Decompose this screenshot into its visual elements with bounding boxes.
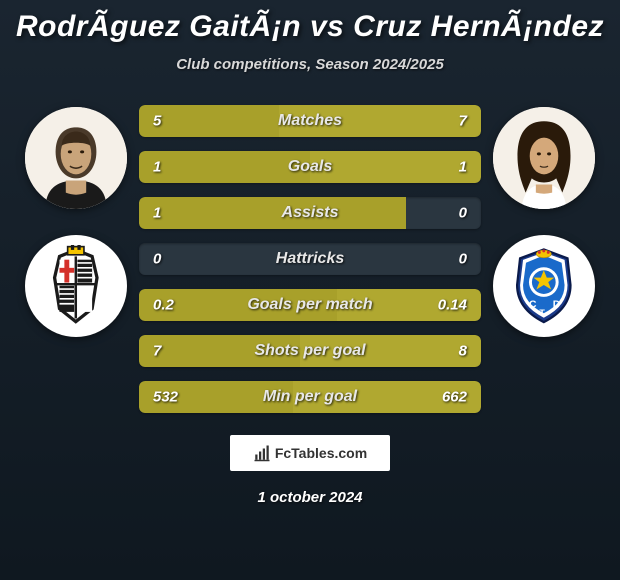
svg-text:D: D — [553, 300, 561, 311]
stat-label: Shots per goal — [254, 342, 365, 360]
page-title: RodrÃ­guez GaitÃ¡n vs Cruz HernÃ¡ndez — [16, 10, 604, 44]
left-side — [25, 101, 127, 413]
stat-value-left: 0 — [153, 251, 161, 268]
person-icon — [25, 107, 127, 209]
footer-brand-text: FcTables.com — [275, 445, 367, 461]
person-icon — [493, 107, 595, 209]
stat-value-right: 662 — [442, 389, 467, 406]
stat-label: Goals per match — [247, 296, 372, 314]
stat-value-left: 1 — [153, 159, 161, 176]
stat-value-left: 7 — [153, 343, 161, 360]
player-left-avatar — [25, 107, 127, 209]
comparison-card: RodrÃ­guez GaitÃ¡n vs Cruz HernÃ¡ndez Cl… — [0, 0, 620, 580]
svg-text:T: T — [540, 308, 546, 318]
main-row: 57Matches11Goals10Assists00Hattricks0.20… — [0, 101, 620, 413]
svg-text:C: C — [529, 300, 537, 311]
shield-icon — [35, 245, 117, 327]
stat-label: Matches — [278, 112, 342, 130]
stat-value-right: 1 — [459, 159, 467, 176]
club-right-badge: C D T — [493, 235, 595, 337]
stat-value-right: 0 — [459, 205, 467, 222]
stat-value-right: 8 — [459, 343, 467, 360]
stat-label: Min per goal — [263, 388, 357, 406]
footer-brand[interactable]: FcTables.com — [230, 435, 390, 471]
stat-row: 7 8 Shots per goal — [139, 335, 481, 367]
stat-fill-left — [139, 151, 310, 183]
stat-row: 1 0 Assists — [139, 197, 481, 229]
stat-value-right: 7 — [459, 113, 467, 130]
player-right-avatar — [493, 107, 595, 209]
stat-label: Assists — [282, 204, 339, 222]
bar-chart-icon — [253, 444, 271, 462]
stats-bars: 57Matches11Goals10Assists00Hattricks0.20… — [139, 101, 481, 413]
date-label: 1 october 2024 — [257, 489, 362, 506]
stat-row: 0.2 0.14 Goals per match — [139, 289, 481, 321]
stat-label: Hattricks — [276, 250, 344, 268]
stat-value-right: 0.14 — [438, 297, 467, 314]
stat-row: 1 1 Goals — [139, 151, 481, 183]
stat-value-left: 1 — [153, 205, 161, 222]
stat-value-left: 532 — [153, 389, 178, 406]
subtitle: Club competitions, Season 2024/2025 — [176, 56, 444, 73]
stat-row: 5 7 Matches — [139, 105, 481, 137]
shield-icon: C D T — [503, 245, 585, 327]
right-side: C D T — [493, 101, 595, 413]
stat-value-left: 5 — [153, 113, 161, 130]
stat-fill-left — [139, 197, 406, 229]
club-left-badge — [25, 235, 127, 337]
stat-value-left: 0.2 — [153, 297, 174, 314]
stat-row: 532 662 Min per goal — [139, 381, 481, 413]
stat-value-right: 0 — [459, 251, 467, 268]
stat-row: 0 0 Hattricks — [139, 243, 481, 275]
stat-label: Goals — [288, 158, 332, 176]
stat-fill-right — [310, 151, 481, 183]
